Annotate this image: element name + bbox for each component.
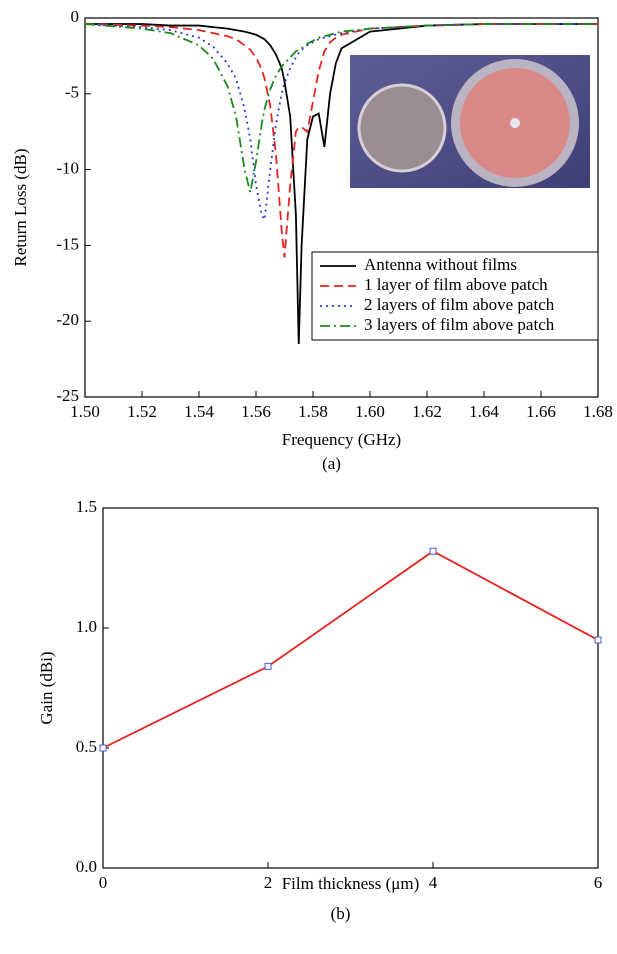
legend-box xyxy=(311,251,599,341)
series-line xyxy=(84,23,598,223)
marker xyxy=(429,547,437,555)
series-line xyxy=(85,23,598,344)
y-axis-title: Return Loss (dB) xyxy=(11,148,30,266)
x-tick-label: 1.64 xyxy=(469,402,499,421)
inset-photo xyxy=(350,55,590,188)
y-tick-label: 0.0 xyxy=(76,857,97,876)
marker xyxy=(594,636,602,644)
y-axis-title: Gain (dBi) xyxy=(37,651,56,724)
x-tick-label: 1.50 xyxy=(70,402,100,421)
marker xyxy=(99,744,107,752)
legend-label: Antenna without films xyxy=(364,255,517,274)
caption: (a) xyxy=(322,454,341,473)
series-line xyxy=(84,23,598,258)
y-tick-label: 0 xyxy=(71,7,80,26)
caption: (b) xyxy=(331,904,351,923)
plot-area xyxy=(84,23,598,344)
x-tick-label: 1.60 xyxy=(355,402,385,421)
x-tick-label: 4 xyxy=(429,873,438,892)
x-tick-label: 1.66 xyxy=(526,402,556,421)
series-line xyxy=(84,23,598,193)
x-tick-label: 1.54 xyxy=(184,402,214,421)
x-axis-title: Film thickness (μm) xyxy=(282,874,420,893)
x-tick-label: 1.58 xyxy=(298,402,328,421)
x-tick-label: 1.68 xyxy=(583,402,613,421)
x-tick-label: 0 xyxy=(99,873,108,892)
marker xyxy=(264,662,272,670)
y-tick-label: 1.0 xyxy=(76,617,97,636)
y-tick-label: -10 xyxy=(56,159,79,178)
legend-label: 2 layers of film above patch xyxy=(364,295,555,314)
y-tick-label: 0.5 xyxy=(76,737,97,756)
x-tick-label: 1.52 xyxy=(127,402,157,421)
y-tick-label: -15 xyxy=(56,234,79,253)
y-tick-label: -25 xyxy=(56,386,79,405)
x-axis-title: Frequency (GHz) xyxy=(282,430,401,449)
plot-frame xyxy=(84,17,599,398)
y-tick-label: -20 xyxy=(56,310,79,329)
x-tick-label: 2 xyxy=(264,873,273,892)
chart: 1.50 1.52 1.54 1.56 1.58 1.60 1.62 1.64 1.66 1.68… xyxy=(11,7,613,473)
y-tick-label: -5 xyxy=(65,83,79,102)
plot-frame xyxy=(102,507,599,869)
y-tick-label: 1.5 xyxy=(76,497,97,516)
x-tick-label: 1.62 xyxy=(412,402,442,421)
chart: 0 2 4 6 0.0 0.5 1.0 1.5 Film thickness (μm) Gain … xyxy=(37,497,602,923)
legend-label: 3 layers of film above patch xyxy=(364,315,555,334)
plot-area xyxy=(99,547,602,752)
series-line xyxy=(102,550,599,749)
x-tick-label: 1.56 xyxy=(241,402,271,421)
legend-label: 1 layer of film above patch xyxy=(364,275,548,294)
x-tick-label: 6 xyxy=(594,873,603,892)
